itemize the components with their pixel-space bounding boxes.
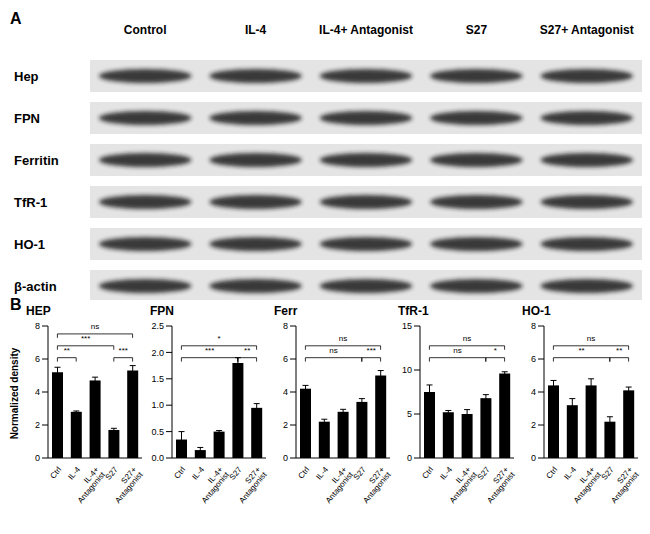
svg-text:S27+Antagonist: S27+Antagonist (603, 465, 641, 505)
svg-text:1.5: 1.5 (151, 374, 164, 384)
svg-text:ns: ns (453, 346, 461, 355)
svg-text:5: 5 (407, 409, 412, 419)
svg-text:IL-4+Antagonist: IL-4+Antagonist (194, 465, 232, 505)
svg-text:Ferritin: Ferritin (14, 153, 59, 168)
svg-text:0: 0 (407, 453, 412, 463)
svg-text:β-actin: β-actin (14, 279, 57, 294)
svg-text:2: 2 (35, 420, 40, 430)
svg-text:ns: ns (91, 322, 99, 331)
svg-text:0: 0 (531, 453, 536, 463)
svg-text:0: 0 (283, 453, 288, 463)
html-text:B: B (10, 296, 22, 313)
svg-text:S27: S27 (476, 465, 492, 482)
svg-text:S27+Antagonist: S27+Antagonist (107, 465, 145, 505)
svg-text:IL-4: IL-4 (562, 465, 578, 482)
svg-text:**: ** (64, 346, 70, 355)
svg-text:***: *** (119, 346, 128, 355)
svg-text:IL-4: IL-4 (438, 465, 454, 482)
svg-text:Hep: Hep (14, 69, 39, 84)
svg-text:0: 0 (35, 453, 40, 463)
svg-text:4: 4 (35, 387, 40, 397)
svg-text:S27: S27 (600, 465, 616, 482)
svg-text:***: *** (81, 334, 90, 343)
svg-text:*: * (217, 334, 220, 343)
svg-text:S27+Antagonist: S27+Antagonist (231, 465, 269, 505)
html-text:HEP: HEP (26, 304, 51, 318)
svg-text:0.5: 0.5 (151, 427, 164, 437)
svg-text:0.0: 0.0 (151, 453, 164, 463)
svg-text:8: 8 (531, 321, 536, 331)
svg-text:2: 2 (283, 420, 288, 430)
svg-text:IL-4+Antagonist: IL-4+Antagonist (442, 465, 480, 505)
svg-text:S27+Antagonist: S27+Antagonist (355, 465, 393, 505)
svg-text:S27: S27 (228, 465, 244, 482)
svg-text:2: 2 (531, 420, 536, 430)
svg-text:8: 8 (35, 321, 40, 331)
svg-text:ns: ns (463, 334, 471, 343)
svg-text:*: * (494, 346, 497, 355)
svg-text:Ctrl: Ctrl (48, 465, 63, 480)
svg-text:FPN: FPN (14, 111, 40, 126)
svg-text:**: ** (244, 346, 250, 355)
svg-text:**: ** (616, 346, 622, 355)
svg-text:**: ** (578, 346, 584, 355)
svg-text:6: 6 (531, 354, 536, 364)
html-text:TfR-1: TfR-1 (398, 304, 429, 318)
svg-text:IL-4: IL-4 (245, 23, 267, 37)
svg-text:8: 8 (283, 321, 288, 331)
svg-text:***: *** (205, 346, 214, 355)
svg-text:IL-4: IL-4 (314, 465, 330, 482)
html-text:HO-1: HO-1 (522, 304, 551, 318)
svg-text:Ctrl: Ctrl (296, 465, 311, 480)
svg-text:10: 10 (402, 365, 412, 375)
svg-text:IL-4+ Antagonist: IL-4+ Antagonist (319, 23, 413, 37)
svg-text:Ctrl: Ctrl (420, 465, 435, 480)
svg-text:HO-1: HO-1 (14, 237, 45, 252)
svg-text:15: 15 (402, 321, 412, 331)
svg-text:ns: ns (329, 346, 337, 355)
svg-text:TfR-1: TfR-1 (14, 195, 47, 210)
svg-text:S27: S27 (352, 465, 368, 482)
svg-text:1.0: 1.0 (151, 400, 164, 410)
html-text:Ferr: Ferr (274, 304, 298, 318)
svg-text:ns: ns (587, 334, 595, 343)
svg-text:S27: S27 (104, 465, 120, 482)
svg-text:ns: ns (339, 334, 347, 343)
svg-text:IL-4: IL-4 (66, 465, 82, 482)
svg-text:S27: S27 (466, 23, 488, 37)
svg-text:IL-4: IL-4 (190, 465, 206, 482)
svg-text:IL-4+Antagonist: IL-4+Antagonist (318, 465, 356, 505)
svg-text:Control: Control (124, 23, 167, 37)
svg-text:4: 4 (531, 387, 536, 397)
svg-text:IL-4+Antagonist: IL-4+Antagonist (566, 465, 604, 505)
svg-text:Ctrl: Ctrl (544, 465, 559, 480)
svg-text:S27+Antagonist: S27+Antagonist (479, 465, 517, 505)
svg-text:6: 6 (35, 354, 40, 364)
svg-text:6: 6 (283, 354, 288, 364)
svg-text:4: 4 (283, 387, 288, 397)
svg-text:S27+ Antagonist: S27+ Antagonist (540, 23, 634, 37)
svg-text:Ctrl: Ctrl (172, 465, 187, 480)
html-text:Normalized density: Normalized density (9, 347, 21, 439)
html-text:FPN: FPN (150, 304, 174, 318)
svg-text:2.5: 2.5 (151, 321, 164, 331)
svg-text:2.0: 2.0 (151, 348, 164, 358)
svg-text:A: A (10, 10, 22, 27)
svg-text:***: *** (367, 346, 376, 355)
svg-text:IL-4+Antagonist: IL-4+Antagonist (70, 465, 108, 505)
